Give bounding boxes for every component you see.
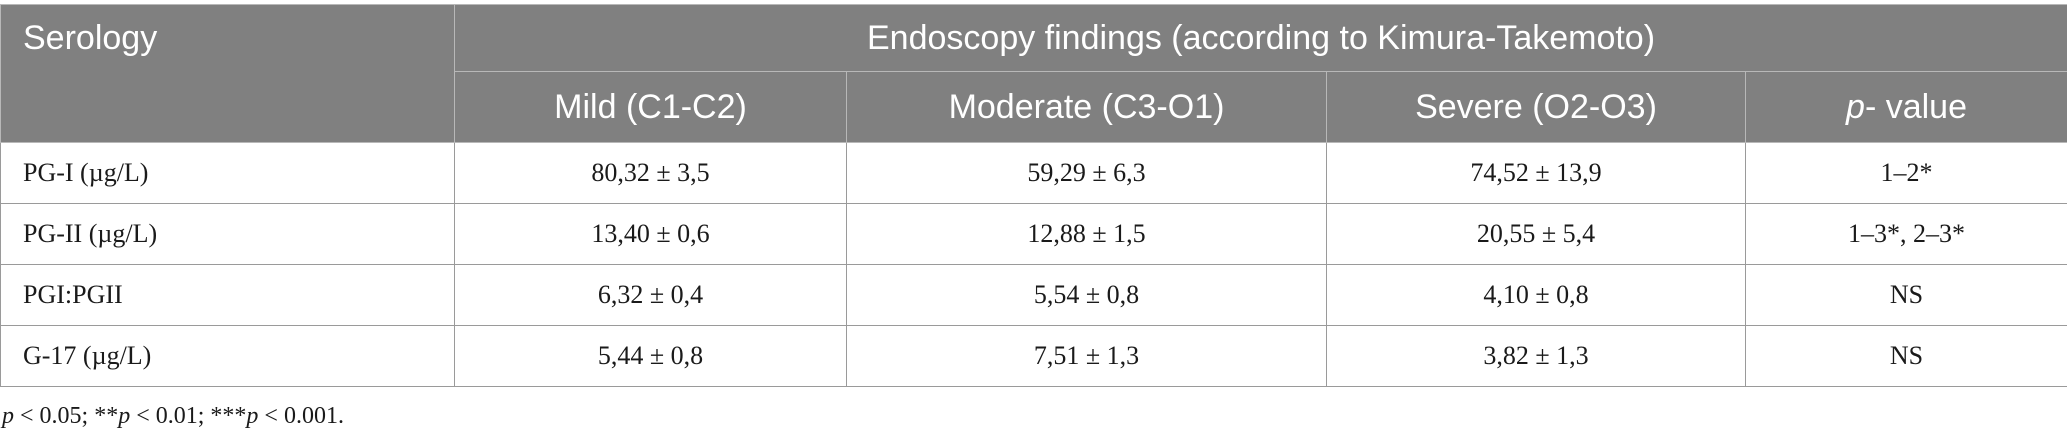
header-serology: Serology [0,4,455,143]
cell-p-value: 1–2* [1744,142,2067,204]
table-row: PG-II (µg/L) 13,40 ± 0,6 12,88 ± 1,5 20,… [0,203,2067,265]
table-row: G-17 (µg/L) 5,44 ± 0,8 7,51 ± 1,3 3,82 ±… [0,325,2067,387]
footnote-t3: < 0.001. [258,403,344,429]
header-p-rest: - value [1864,87,1968,126]
row-label: PG-I (µg/L) [0,142,455,204]
cell-severe: 74,52 ± 13,9 [1326,142,1746,204]
header-severe: Severe (O2-O3) [1326,71,1746,143]
cell-moderate: 59,29 ± 6,3 [846,142,1327,204]
header-p-value: p- value [1744,71,2067,143]
footnote-p2: p [118,403,131,429]
cell-p-value: NS [1744,325,2067,387]
header-mild: Mild (C1-C2) [454,71,847,143]
cell-severe: 3,82 ± 1,3 [1326,325,1746,387]
table-body: PG-I (µg/L) 80,32 ± 3,5 59,29 ± 6,3 74,5… [0,142,2067,387]
row-label: G-17 (µg/L) [0,325,455,387]
cell-moderate: 12,88 ± 1,5 [846,203,1327,265]
row-label: PG-II (µg/L) [0,203,455,265]
table-header: Serology Endoscopy findings (according t… [0,4,2067,143]
footnote-t1: < 0.05; ** [14,403,119,429]
cell-severe: 20,55 ± 5,4 [1326,203,1746,265]
row-label: PGI:PGII [0,264,455,326]
cell-mild: 13,40 ± 0,6 [454,203,847,265]
cell-moderate: 5,54 ± 0,8 [846,264,1327,326]
data-table-container: Serology Endoscopy findings (according t… [0,4,2067,387]
cell-moderate: 7,51 ± 1,3 [846,325,1327,387]
header-endoscopy-group: Endoscopy findings (according to Kimura-… [453,4,2067,72]
table-footnote: p < 0.05; **p < 0.01; ***p < 0.001. [2,403,344,430]
table-row: PGI:PGII 6,32 ± 0,4 5,54 ± 0,8 4,10 ± 0,… [0,264,2067,326]
serology-table: Serology Endoscopy findings (according t… [0,4,2067,387]
cell-mild: 80,32 ± 3,5 [454,142,847,204]
header-p-italic: p [1846,87,1865,126]
cell-mild: 6,32 ± 0,4 [454,264,847,326]
footnote-p1: p [2,403,14,429]
header-moderate: Moderate (C3-O1) [846,71,1327,143]
table-row: PG-I (µg/L) 80,32 ± 3,5 59,29 ± 6,3 74,5… [0,142,2067,204]
cell-severe: 4,10 ± 0,8 [1326,264,1746,326]
footnote-t2: < 0.01; *** [130,403,247,429]
cell-p-value: NS [1744,264,2067,326]
cell-p-value: 1–3*, 2–3* [1744,203,2067,265]
cell-mild: 5,44 ± 0,8 [454,325,847,387]
footnote-p3: p [246,403,259,429]
